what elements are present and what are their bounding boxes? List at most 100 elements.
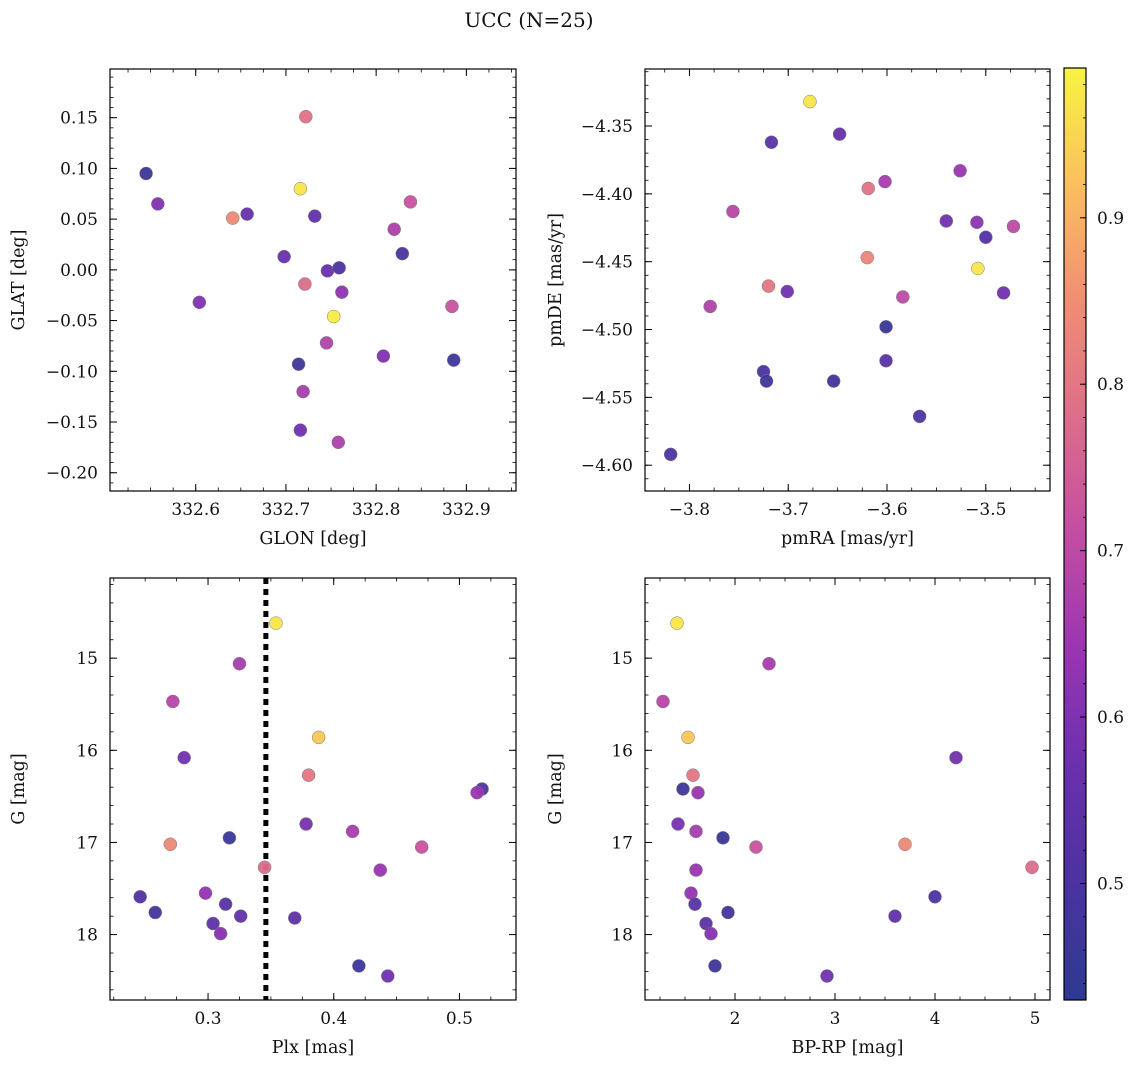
data-point [861, 181, 875, 196]
data-point [331, 435, 346, 450]
data-point [879, 320, 893, 334]
y-tick-label: −0.15 [46, 413, 98, 433]
data-point [257, 860, 272, 875]
plot-frame [644, 68, 1051, 492]
data-point [319, 336, 334, 350]
data-point [1025, 860, 1039, 875]
data-point [1006, 219, 1021, 234]
y-axis-label: GLAT [deg] [9, 230, 29, 331]
x-tick-label: −3.8 [669, 500, 710, 520]
data-point [703, 299, 717, 314]
x-tick-label: 332.8 [352, 500, 401, 520]
data-point [676, 782, 690, 796]
data-point [151, 197, 165, 211]
data-point [327, 309, 341, 324]
y-tick-label: −4.40 [581, 185, 633, 205]
data-point [299, 817, 313, 831]
data-point [387, 222, 401, 237]
data-point [688, 897, 702, 911]
data-point [177, 750, 191, 765]
data-point [381, 969, 395, 983]
data-point [232, 656, 247, 671]
data-point [939, 214, 954, 228]
data-point [764, 135, 779, 150]
data-point [826, 374, 841, 388]
y-tick-label: 16 [76, 741, 98, 761]
data-point [222, 831, 237, 845]
x-tick-label: 332.6 [171, 500, 220, 520]
colorbar-gradient [1064, 68, 1086, 1000]
data-point [832, 127, 847, 141]
data-point [762, 656, 776, 671]
y-axis-label: G [mag] [9, 753, 29, 824]
y-tick-label: 17 [611, 833, 633, 853]
x-axis-label: GLON [deg] [259, 529, 366, 549]
y-tick-label: 15 [611, 649, 633, 669]
data-point [912, 409, 927, 424]
data-point [820, 969, 834, 983]
data-point [373, 863, 387, 877]
scatter-points [133, 616, 489, 983]
data-point [689, 863, 703, 877]
data-point [898, 837, 912, 852]
data-point [301, 768, 316, 782]
data-point [218, 897, 233, 911]
data-point [780, 284, 794, 299]
data-point [139, 166, 153, 181]
data-point [928, 890, 942, 904]
data-point [670, 616, 684, 630]
subplot-4: 2 3 4 5 15 16 17 18 BP-RP [mag] G [mag] [546, 577, 1051, 1058]
x-tick-label: 5 [1030, 1009, 1041, 1029]
scatter-points [663, 94, 1021, 462]
plot-frame [644, 577, 1051, 1001]
data-point [996, 286, 1011, 300]
y-tick-label: −4.50 [581, 321, 633, 341]
data-point [656, 694, 670, 709]
y-tick-label: −4.45 [581, 253, 633, 273]
data-point [133, 890, 147, 904]
x-tick-label: 332.7 [262, 500, 311, 520]
data-point [691, 785, 705, 800]
x-tick-label: −3.5 [965, 500, 1006, 520]
x-axis-label: Plx [mas] [272, 1038, 354, 1058]
y-tick-label: 15 [76, 649, 98, 669]
data-point [308, 209, 322, 223]
data-point [225, 211, 240, 225]
colorbar-tick-label: 0.7 [1097, 542, 1124, 562]
data-point [206, 916, 220, 931]
colorbar-tick-label: 0.9 [1097, 209, 1124, 229]
y-axis-label: G [mag] [546, 753, 566, 824]
x-tick-label: 0.5 [446, 1009, 473, 1029]
data-point [803, 94, 817, 109]
x-tick-label: 2 [730, 1009, 741, 1029]
colorbar-tick-label: 0.6 [1097, 708, 1124, 728]
data-point [403, 195, 418, 209]
colorbar-tick-label: 0.8 [1097, 375, 1124, 395]
data-point [953, 164, 967, 178]
data-point [445, 299, 459, 314]
y-tick-label: 0.00 [60, 261, 98, 281]
data-point [686, 768, 700, 782]
x-tick-label: 0.3 [195, 1009, 222, 1029]
data-point [681, 730, 695, 745]
data-point [288, 911, 302, 925]
y-tick-label: −0.05 [46, 312, 98, 332]
colorbar-ticks: 0.5 0.6 0.7 0.8 0.9 [1080, 84, 1124, 984]
y-axis-label: pmDE [mas/yr] [546, 213, 566, 347]
y-tick-label: −0.10 [46, 362, 98, 382]
data-point [979, 230, 993, 245]
data-point [970, 215, 984, 230]
figure-title: UCC (N=25) [464, 8, 593, 32]
data-point [311, 730, 326, 745]
scatter-points [139, 109, 461, 450]
x-axis-label: BP-RP [mag] [792, 1038, 904, 1058]
scatter-points [656, 616, 1039, 983]
data-point [296, 384, 310, 399]
axis-ticks: 2 3 4 5 15 16 17 18 [611, 578, 1050, 1029]
data-point [148, 905, 163, 920]
data-point [716, 831, 730, 845]
data-point [949, 750, 963, 765]
y-tick-label: −4.35 [581, 117, 633, 137]
x-tick-label: 0.4 [320, 1009, 347, 1029]
subplot-1: 332.6 332.7 332.8 332.9 −0.20 −0.15 −0.10 −0.05… [9, 68, 517, 549]
